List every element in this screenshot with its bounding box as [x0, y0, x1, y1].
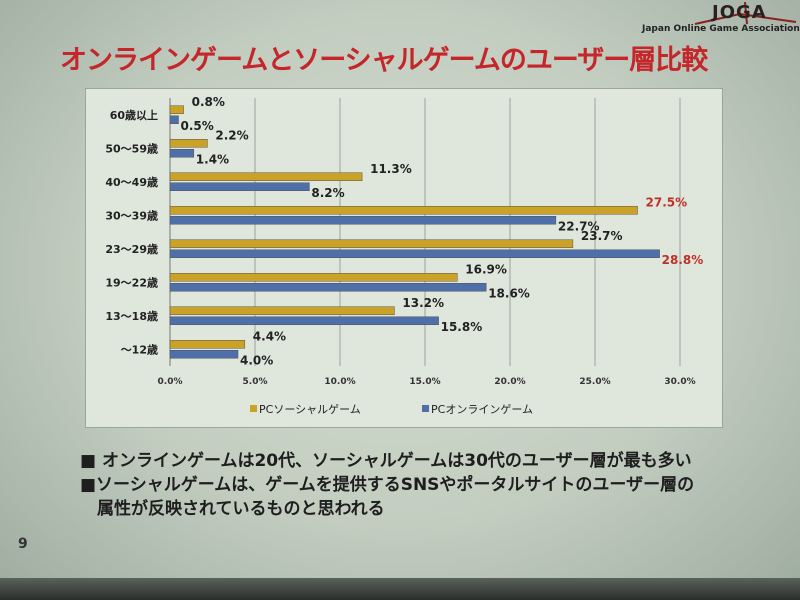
screen-bottom-edge [0, 578, 800, 600]
data-label: 28.8% [662, 253, 704, 267]
bar-social [169, 105, 184, 114]
data-label: 0.8% [192, 95, 225, 109]
slide-title: オンラインゲームとソーシャルゲームのユーザー層比較 [60, 45, 708, 76]
category-label: 40～49歳 [105, 175, 158, 189]
x-tick-label: 20.0% [494, 377, 525, 387]
page-number: 9 [18, 536, 28, 552]
bar-online [169, 115, 179, 124]
data-label: 15.8% [441, 320, 483, 334]
data-label: 11.3% [370, 162, 412, 176]
logo-figure-icon [694, 2, 797, 25]
bar-social [169, 206, 638, 215]
data-label: 16.9% [465, 262, 507, 276]
bar-online [169, 149, 195, 158]
legend-swatch [250, 405, 257, 412]
data-label: 18.6% [488, 286, 530, 300]
x-tick-label: 30.0% [664, 377, 695, 387]
legend-label: PCオンラインゲーム [431, 403, 533, 416]
data-label: 2.2% [215, 128, 248, 142]
data-label: 22.7% [558, 219, 600, 233]
category-label: 13～18歳 [105, 309, 158, 323]
bar-social [169, 172, 363, 181]
logo-subtitle: Japan Online Game Association [642, 24, 800, 34]
data-label: 23.7% [581, 229, 623, 243]
bar-social [169, 306, 395, 315]
data-label: 8.2% [311, 186, 344, 200]
bar-social [169, 139, 208, 148]
data-label: 4.0% [240, 353, 273, 367]
x-tick-label: 25.0% [579, 377, 610, 387]
category-label: 23～29歳 [105, 242, 158, 256]
bar-social [169, 340, 246, 349]
x-tick-label: 5.0% [243, 377, 268, 387]
bar-online [169, 216, 557, 225]
logo-text: JOGA [712, 2, 767, 23]
data-label: 1.4% [196, 152, 229, 166]
bar-online [169, 350, 239, 359]
x-tick-label: 10.0% [324, 377, 355, 387]
bar-social [169, 239, 574, 248]
bullet-2: ■ソーシャルゲームは、ゲームを提供するSNSやポータルサイトのユーザー層の [80, 475, 695, 495]
bullet-3: 属性が反映されているものと思われる [80, 499, 385, 519]
x-tick-label: 15.0% [409, 377, 440, 387]
category-label: 30～39歳 [105, 208, 158, 222]
x-tick-label: 0.0% [158, 377, 183, 387]
category-label: 19～22歳 [105, 275, 158, 289]
category-label: 60歳以上 [110, 108, 158, 122]
bar-online [169, 316, 439, 325]
bullet-1: ■ オンラインゲームは20代、ソーシャルゲームは30代のユーザー層が最も多い [80, 451, 692, 471]
data-label: 27.5% [646, 195, 688, 209]
data-label: 13.2% [402, 296, 444, 310]
legend-label: PCソーシャルゲーム [259, 403, 361, 416]
data-label: 4.4% [253, 329, 286, 343]
bar-online [169, 283, 487, 292]
bar-social [169, 273, 458, 282]
category-label: 50～59歳 [105, 141, 158, 155]
bar-online [169, 249, 660, 258]
data-label: 0.5% [181, 119, 214, 133]
legend-swatch [422, 405, 429, 412]
joga-logo: JOGA Japan Online Game Association [640, 2, 800, 38]
bar-online [169, 182, 310, 191]
category-label: ～12歳 [121, 342, 158, 356]
